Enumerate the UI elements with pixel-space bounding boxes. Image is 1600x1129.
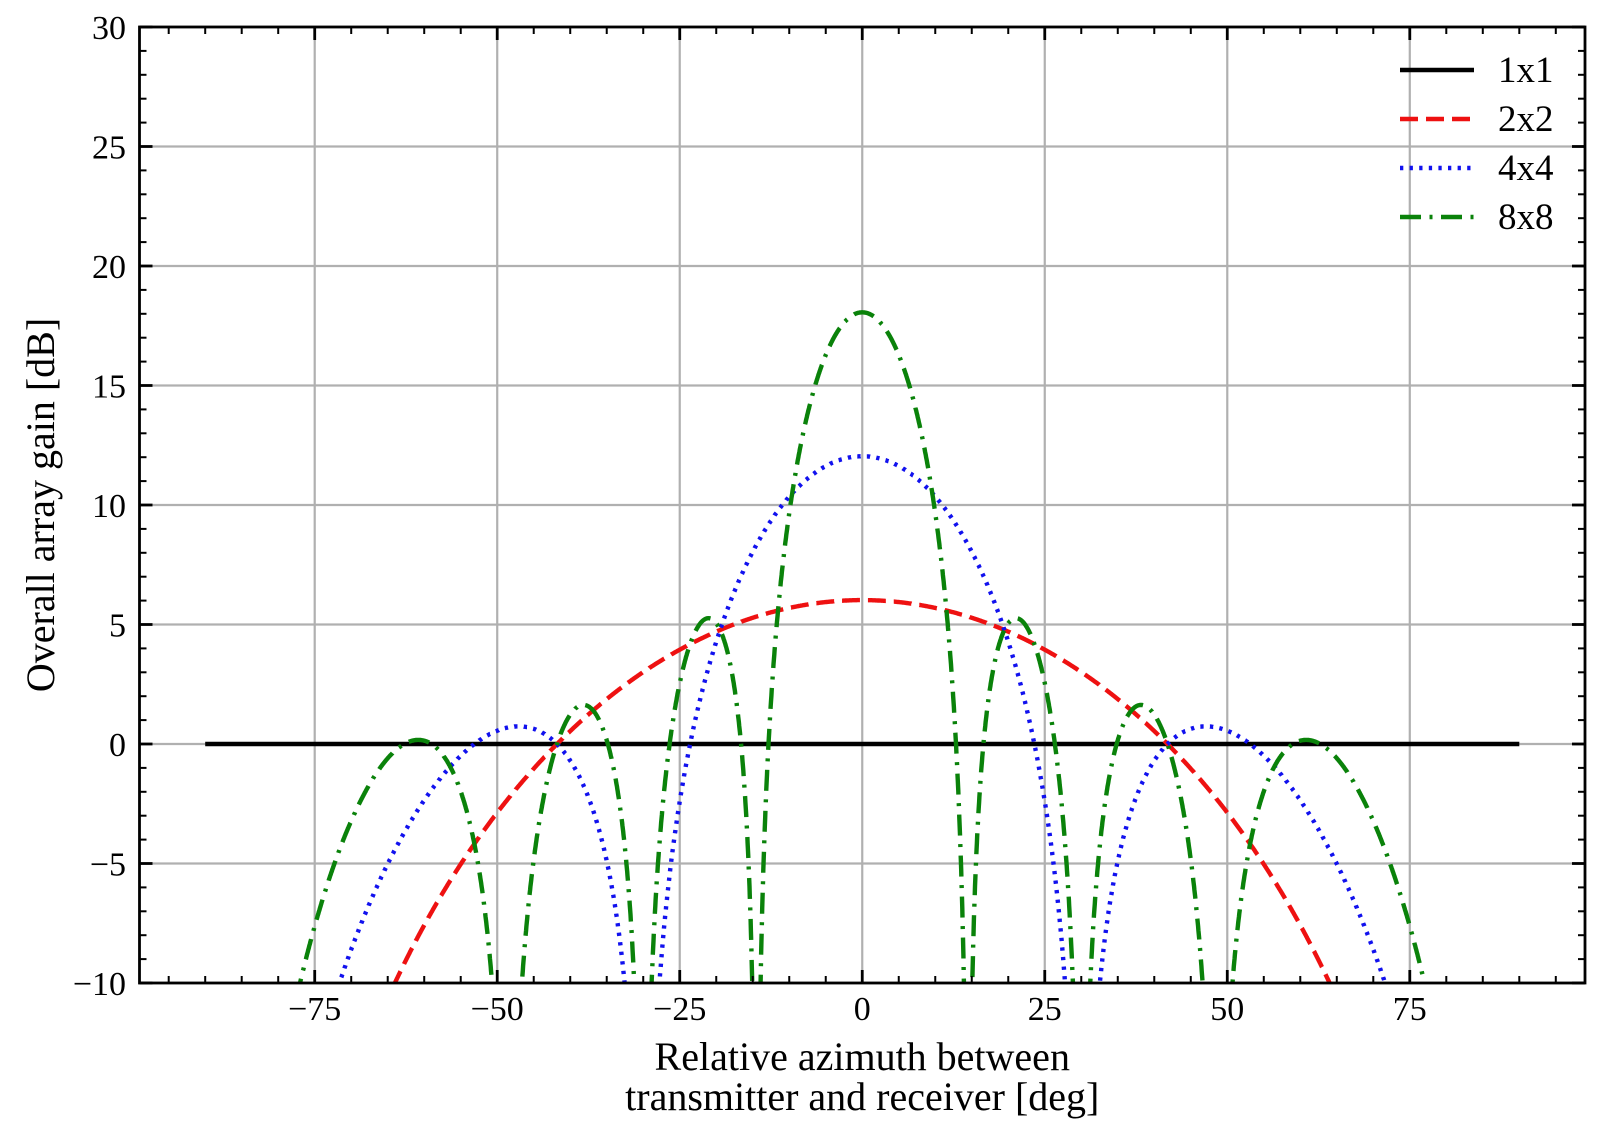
y-tick-label: −10 bbox=[73, 966, 126, 1003]
x-axis-label-line2: transmitter and receiver [deg] bbox=[625, 1074, 1099, 1119]
legend-label-8x8: 8x8 bbox=[1498, 197, 1554, 238]
y-tick-label: 30 bbox=[92, 10, 126, 47]
y-axis-label: Overall array gain [dB] bbox=[18, 318, 63, 692]
y-tick-label: 0 bbox=[109, 727, 126, 764]
y-tick-label: 10 bbox=[92, 488, 126, 525]
y-tick-label: 25 bbox=[92, 130, 126, 167]
curve-8x8 bbox=[297, 310, 1427, 983]
axis-ticks bbox=[139, 25, 1585, 985]
curve-2x2 bbox=[392, 597, 1333, 983]
x-tick-label: 0 bbox=[854, 991, 871, 1028]
y-tick-label: 20 bbox=[92, 249, 126, 286]
y-tick-label: 15 bbox=[92, 369, 126, 406]
x-tick-label: 25 bbox=[1028, 991, 1062, 1028]
x-tick-label: −50 bbox=[471, 991, 524, 1028]
legend-label-4x4: 4x4 bbox=[1498, 148, 1554, 189]
y-tick-label: −5 bbox=[90, 847, 126, 884]
grid-lines bbox=[139, 25, 1585, 985]
legend-label-2x2: 2x2 bbox=[1498, 99, 1554, 140]
data-curves bbox=[203, 310, 1522, 983]
x-tick-label: 75 bbox=[1393, 991, 1427, 1028]
x-tick-label: −75 bbox=[288, 991, 341, 1028]
x-axis-label-line1: Relative azimuth between bbox=[655, 1034, 1070, 1079]
legend: 1x1 2x2 4x4 8x8 bbox=[1400, 50, 1554, 238]
y-tick-label: 5 bbox=[109, 608, 126, 645]
x-tick-label: −25 bbox=[653, 991, 706, 1028]
x-tick-label: 50 bbox=[1210, 991, 1244, 1028]
legend-label-1x1: 1x1 bbox=[1498, 50, 1554, 91]
